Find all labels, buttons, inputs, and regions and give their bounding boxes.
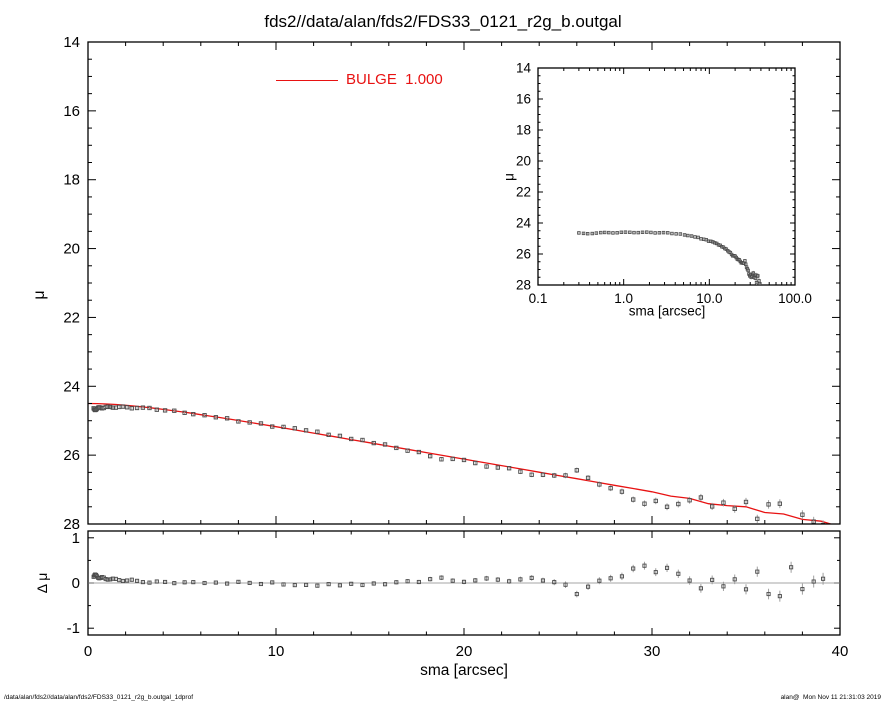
svg-text:10.0: 10.0 bbox=[696, 291, 722, 306]
svg-text:22: 22 bbox=[516, 185, 531, 200]
svg-text:16: 16 bbox=[63, 103, 80, 120]
footer-path: /data/alan/fds2//data/alan/fds2/FDS33_01… bbox=[4, 694, 194, 701]
svg-text:14: 14 bbox=[516, 61, 532, 76]
svg-text:0: 0 bbox=[72, 575, 80, 592]
svg-text:20: 20 bbox=[63, 241, 80, 258]
model-line bbox=[88, 402, 833, 524]
svg-text:26: 26 bbox=[63, 447, 80, 464]
footer-user-timestamp: alan@ Mon Nov 11 21:31:03 2019 bbox=[780, 694, 881, 701]
svg-text:24: 24 bbox=[516, 216, 532, 231]
plot-title: fds2//data/alan/fds2/FDS33_0121_r2g_b.ou… bbox=[264, 12, 622, 31]
svg-text:26: 26 bbox=[516, 247, 531, 262]
x-axis-label: sma [arcsec] bbox=[420, 662, 508, 679]
svg-text:22: 22 bbox=[63, 309, 80, 326]
inset-y-axis-label: μ bbox=[501, 173, 517, 181]
svg-text:0: 0 bbox=[84, 643, 92, 660]
svg-text:1.0: 1.0 bbox=[614, 291, 633, 306]
svg-text:14: 14 bbox=[63, 34, 80, 51]
inset-series bbox=[577, 230, 762, 285]
svg-text:0.1: 0.1 bbox=[529, 291, 548, 306]
svg-text:1: 1 bbox=[72, 530, 80, 547]
svg-text:100.0: 100.0 bbox=[778, 291, 812, 306]
svg-text:-1: -1 bbox=[67, 620, 80, 637]
svg-text:16: 16 bbox=[516, 92, 531, 107]
residual-y-axis-label: Δ μ bbox=[34, 572, 50, 594]
inset-x-axis-label: sma [arcsec] bbox=[628, 303, 706, 319]
svg-text:10: 10 bbox=[268, 643, 285, 660]
svg-text:28: 28 bbox=[516, 278, 531, 293]
main-series bbox=[88, 402, 833, 524]
main-y-axis-label: μ bbox=[31, 290, 48, 300]
svg-text:30: 30 bbox=[644, 643, 661, 660]
svg-text:20: 20 bbox=[516, 154, 531, 169]
svg-text:40: 40 bbox=[832, 643, 849, 660]
legend-line bbox=[276, 80, 338, 81]
svg-text:24: 24 bbox=[63, 378, 80, 395]
svg-text:28: 28 bbox=[63, 516, 80, 533]
svg-text:20: 20 bbox=[456, 643, 473, 660]
svg-text:18: 18 bbox=[63, 172, 80, 189]
svg-text:18: 18 bbox=[516, 123, 531, 138]
legend-label: BULGE 1.000 bbox=[346, 71, 443, 88]
residual-series bbox=[91, 561, 826, 602]
